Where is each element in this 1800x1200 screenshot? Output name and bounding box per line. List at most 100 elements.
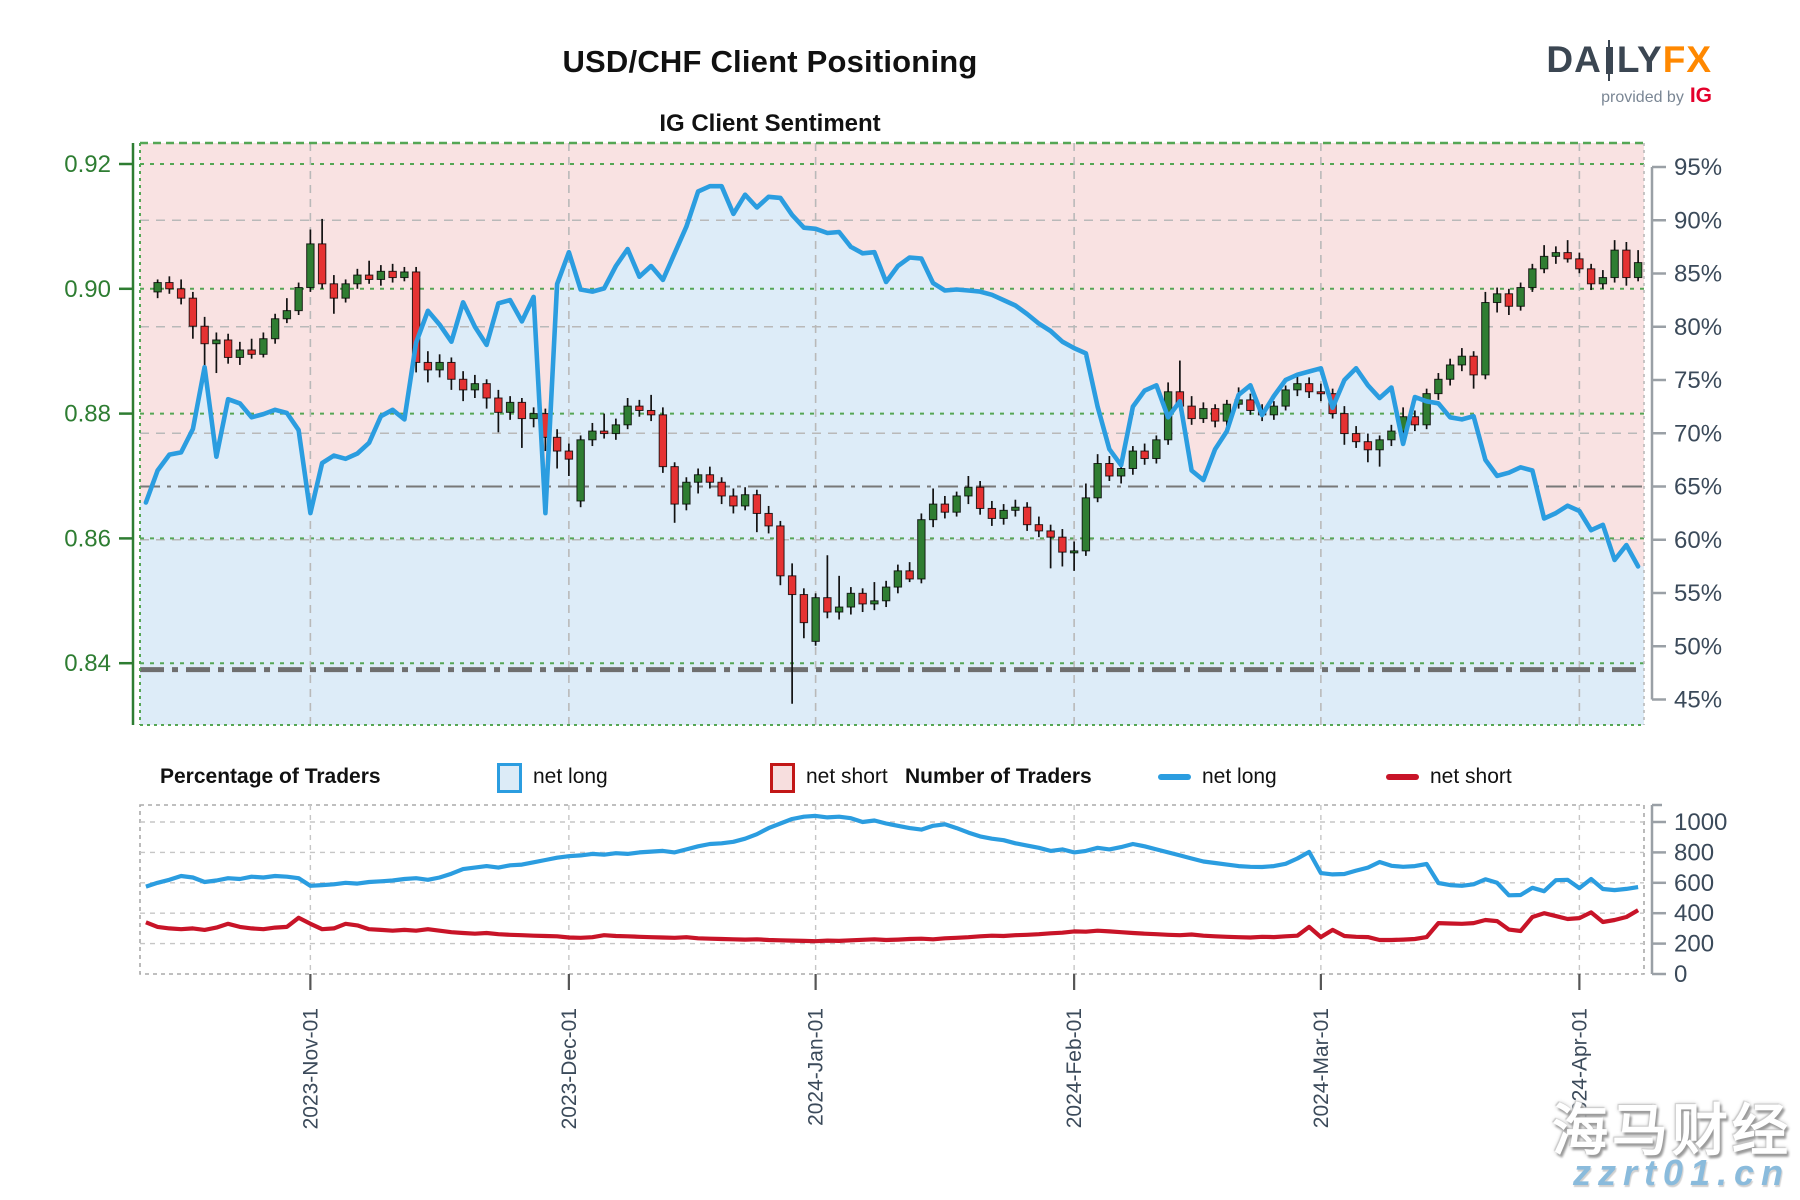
candle: [858, 592, 867, 605]
count-tick-label: 400: [1674, 900, 1714, 927]
watermark-url: zzrt01.cn: [1572, 1152, 1790, 1193]
percent-tick-label: 95%: [1674, 154, 1722, 181]
percent-tick-label: 70%: [1674, 420, 1722, 447]
candle: [999, 509, 1008, 519]
candle: [329, 283, 339, 299]
candle: [729, 495, 738, 507]
candlestick-icon: [1605, 40, 1613, 81]
candle: [1469, 355, 1478, 376]
candle: [1011, 506, 1020, 511]
candle: [1199, 408, 1208, 420]
legend-count-short-label: net short: [1430, 765, 1512, 788]
candle: [1351, 433, 1361, 443]
percent-tick-label: 65%: [1674, 474, 1722, 501]
percent-tick-label: 55%: [1674, 580, 1722, 607]
candle: [834, 606, 844, 613]
price-axis: 0.92 0.90 0.88 0.86 0.84: [64, 143, 135, 725]
candle: [1152, 439, 1161, 460]
candle: [400, 271, 409, 279]
candle: [1504, 293, 1514, 307]
candle: [1116, 468, 1126, 477]
candle: [1210, 408, 1220, 422]
candle: [517, 401, 527, 420]
candle: [447, 361, 456, 380]
date-tick-label: 2024-Mar-01: [1310, 1008, 1333, 1128]
candle: [529, 413, 538, 420]
candle: [1586, 268, 1596, 285]
candle: [576, 439, 585, 502]
candle: [1128, 450, 1138, 470]
legend-net-long-box-icon: [497, 763, 522, 793]
candle: [317, 243, 327, 285]
candle: [423, 361, 433, 371]
chart-legend: Percentage of Traders net long net short…: [0, 758, 1800, 798]
date-tick-label: 2023-Dec-01: [558, 1008, 581, 1129]
candle: [1269, 405, 1279, 416]
candle: [623, 405, 632, 426]
candle: [952, 495, 961, 513]
percent-tick-label: 60%: [1674, 527, 1722, 554]
candle: [165, 282, 174, 290]
candle: [1246, 399, 1255, 411]
percent-tick-label: 45%: [1674, 687, 1722, 714]
candle: [282, 310, 292, 320]
candle: [1434, 378, 1443, 395]
candle: [1340, 413, 1349, 435]
candle: [1598, 277, 1608, 285]
count-tick-label: 0: [1674, 961, 1687, 988]
price-tick-label: 0.86: [64, 525, 111, 552]
candle: [1058, 536, 1067, 553]
candle: [611, 424, 621, 435]
candle: [388, 270, 397, 279]
count-tick-label: 1000: [1674, 809, 1727, 836]
candle: [658, 414, 668, 468]
candle: [682, 481, 691, 505]
candle: [717, 481, 726, 497]
count-tick-label: 200: [1674, 931, 1714, 958]
candle: [776, 525, 785, 577]
candle: [905, 570, 914, 580]
price-tick-label: 0.92: [64, 151, 111, 178]
candle: [1575, 258, 1584, 270]
price-tick-label: 0.88: [64, 401, 111, 428]
candle: [153, 282, 162, 293]
legend-group-percentage: Percentage of Traders: [160, 765, 381, 788]
candle: [646, 409, 656, 416]
watermark-cn: 海马财经: [1552, 1099, 1792, 1162]
count-axis: 1000 800 600 400 200 0: [1650, 803, 1727, 988]
candle: [482, 383, 491, 399]
candle: [259, 338, 268, 355]
candle: [341, 283, 350, 299]
percent-tick-label: 75%: [1674, 367, 1722, 394]
candle: [1022, 506, 1032, 526]
candle: [212, 339, 221, 345]
candle: [1457, 355, 1467, 366]
candle: [1316, 391, 1326, 395]
candle: [823, 597, 832, 613]
candle: [1516, 287, 1525, 307]
price-tick-label: 0.84: [64, 650, 111, 677]
candle: [752, 494, 762, 514]
ig-logo: IG: [1689, 84, 1712, 107]
percent-axis: 95% 90% 85% 80% 75% 70% 65% 60% 55% 50% 45%: [1650, 154, 1722, 714]
chart-subtitle: IG Client Sentiment: [659, 110, 881, 137]
candle: [552, 436, 562, 452]
net-long-region: [140, 186, 1644, 725]
candle: [247, 349, 256, 355]
candle: [1387, 430, 1396, 441]
candle: [1445, 364, 1455, 380]
candle: [635, 405, 644, 411]
candle: [1528, 268, 1537, 289]
candle: [1187, 405, 1196, 420]
net-short-count-line: [145, 908, 1640, 944]
candle: [987, 507, 997, 519]
candle: [1422, 393, 1431, 426]
candle: [200, 325, 209, 345]
legend-net-short-box-icon: [770, 763, 795, 793]
candle: [917, 519, 926, 580]
candle: [846, 592, 856, 608]
candle: [670, 466, 679, 505]
percent-tick-label: 80%: [1674, 314, 1722, 341]
count-tick-label: 600: [1674, 870, 1714, 897]
candle: [376, 270, 386, 280]
